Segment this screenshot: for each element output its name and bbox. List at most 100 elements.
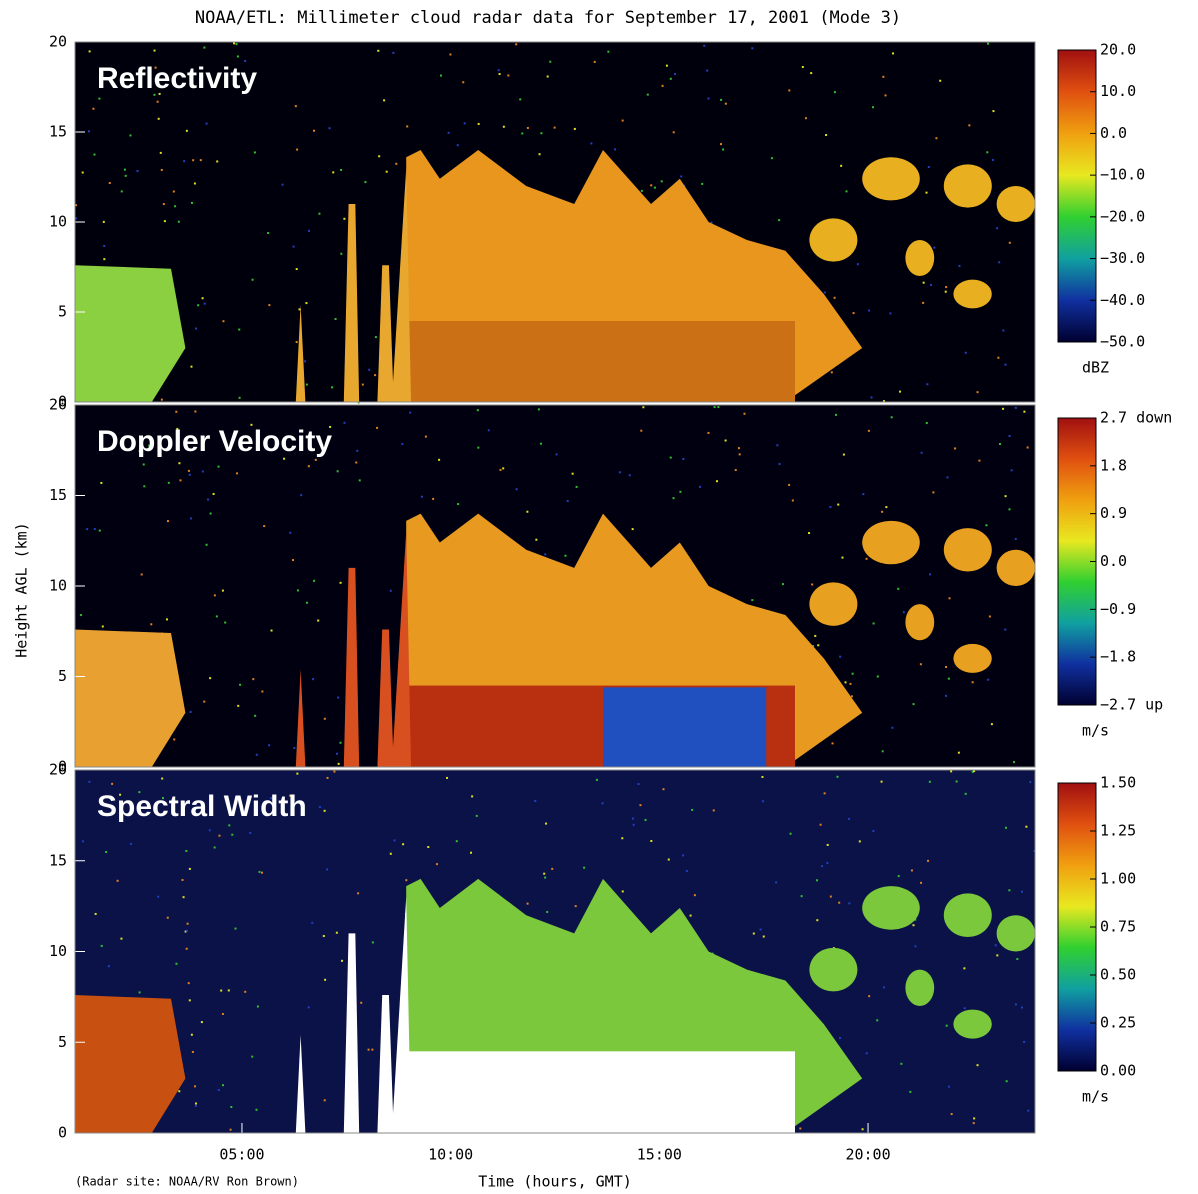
noise-speck bbox=[607, 50, 610, 53]
noise-speck bbox=[964, 351, 967, 354]
y-tick-label: 5 bbox=[58, 303, 67, 321]
noise-speck bbox=[833, 296, 836, 299]
noise-speck bbox=[919, 663, 922, 666]
noise-speck bbox=[124, 174, 127, 177]
noise-speck bbox=[1002, 407, 1005, 410]
noise-speck bbox=[920, 881, 923, 884]
y-tick-label: 15 bbox=[49, 486, 67, 504]
noise-speck bbox=[138, 450, 141, 453]
noise-speck bbox=[449, 53, 452, 56]
noise-speck bbox=[295, 340, 298, 343]
noise-speck bbox=[194, 410, 197, 413]
noise-speck bbox=[679, 490, 682, 493]
cloud-region bbox=[953, 643, 992, 673]
noise-speck bbox=[720, 98, 723, 101]
noise-speck bbox=[628, 474, 631, 477]
noise-speck bbox=[289, 794, 292, 797]
cloud-region bbox=[377, 995, 394, 1133]
noise-speck bbox=[823, 291, 826, 294]
noise-speck bbox=[1008, 435, 1011, 438]
noise-speck bbox=[939, 79, 942, 82]
noise-speck bbox=[932, 491, 935, 494]
colorbar-tick-label: −30.0 bbox=[1100, 249, 1145, 267]
x-tick-label: 10:00 bbox=[428, 1146, 473, 1164]
y-axis-label: Height AGL (km) bbox=[13, 522, 31, 657]
noise-speck bbox=[1012, 761, 1015, 764]
noise-speck bbox=[950, 1113, 953, 1116]
noise-speck bbox=[778, 462, 781, 465]
noise-speck bbox=[244, 990, 247, 993]
noise-speck bbox=[830, 371, 833, 374]
noise-speck bbox=[235, 43, 238, 46]
noise-speck bbox=[698, 485, 701, 488]
noise-speck bbox=[515, 43, 518, 46]
noise-speck bbox=[185, 849, 188, 852]
noise-speck bbox=[162, 203, 165, 206]
noise-speck bbox=[435, 863, 438, 866]
noise-speck bbox=[239, 683, 242, 686]
x-tick-label: 05:00 bbox=[219, 1146, 264, 1164]
noise-speck bbox=[816, 919, 819, 922]
noise-speck bbox=[307, 465, 310, 468]
noise-speck bbox=[355, 461, 358, 464]
noise-speck bbox=[236, 55, 239, 58]
noise-speck bbox=[201, 470, 204, 473]
noise-speck bbox=[829, 895, 832, 898]
noise-speck bbox=[339, 741, 342, 744]
noise-speck bbox=[799, 1127, 802, 1130]
noise-speck bbox=[1021, 1006, 1024, 1009]
noise-speck bbox=[200, 1021, 203, 1024]
noise-speck bbox=[707, 431, 710, 434]
noise-speck bbox=[914, 918, 917, 921]
noise-speck bbox=[891, 726, 894, 729]
noise-speck bbox=[646, 93, 649, 96]
cloud-region bbox=[603, 687, 767, 767]
noise-speck bbox=[158, 92, 161, 95]
colorbar-tick-label: 0.00 bbox=[1100, 1062, 1136, 1080]
noise-speck bbox=[689, 914, 692, 917]
noise-speck bbox=[119, 793, 122, 796]
noise-speck bbox=[856, 263, 859, 266]
noise-speck bbox=[925, 422, 928, 425]
noise-speck bbox=[318, 212, 321, 215]
noise-speck bbox=[842, 453, 845, 456]
y-tick-label: 15 bbox=[49, 123, 67, 141]
noise-speck bbox=[205, 122, 208, 125]
noise-speck bbox=[515, 488, 518, 491]
noise-speck bbox=[150, 623, 153, 626]
noise-speck bbox=[94, 912, 97, 915]
noise-speck bbox=[963, 967, 966, 970]
noise-speck bbox=[868, 309, 871, 312]
noise-speck bbox=[477, 446, 480, 449]
noise-speck bbox=[336, 752, 339, 755]
noise-speck bbox=[111, 782, 114, 785]
noise-speck bbox=[840, 164, 843, 167]
noise-speck bbox=[707, 97, 710, 100]
noise-speck bbox=[307, 229, 310, 232]
noise-speck bbox=[912, 703, 915, 706]
noise-speck bbox=[1023, 1040, 1026, 1043]
noise-speck bbox=[218, 834, 221, 837]
noise-speck bbox=[296, 148, 299, 151]
cloud-region bbox=[343, 567, 360, 767]
noise-speck bbox=[203, 46, 206, 49]
noise-speck bbox=[775, 881, 778, 884]
noise-speck bbox=[289, 531, 292, 534]
noise-speck bbox=[976, 391, 979, 394]
noise-speck bbox=[140, 573, 143, 576]
noise-speck bbox=[669, 456, 672, 459]
noise-speck bbox=[789, 832, 792, 835]
noise-speck bbox=[862, 493, 865, 496]
noise-speck bbox=[743, 412, 746, 415]
noise-speck bbox=[976, 1064, 979, 1067]
noise-speck bbox=[203, 700, 206, 703]
noise-speck bbox=[1033, 849, 1036, 852]
noise-speck bbox=[300, 494, 303, 497]
noise-speck bbox=[447, 131, 450, 134]
noise-speck bbox=[929, 573, 932, 576]
colorbar-tick-label: 0.25 bbox=[1100, 1014, 1136, 1032]
y-tick-label: 0 bbox=[58, 1124, 67, 1142]
noise-speck bbox=[220, 989, 223, 992]
noise-speck bbox=[897, 875, 900, 878]
noise-speck bbox=[1014, 537, 1017, 540]
